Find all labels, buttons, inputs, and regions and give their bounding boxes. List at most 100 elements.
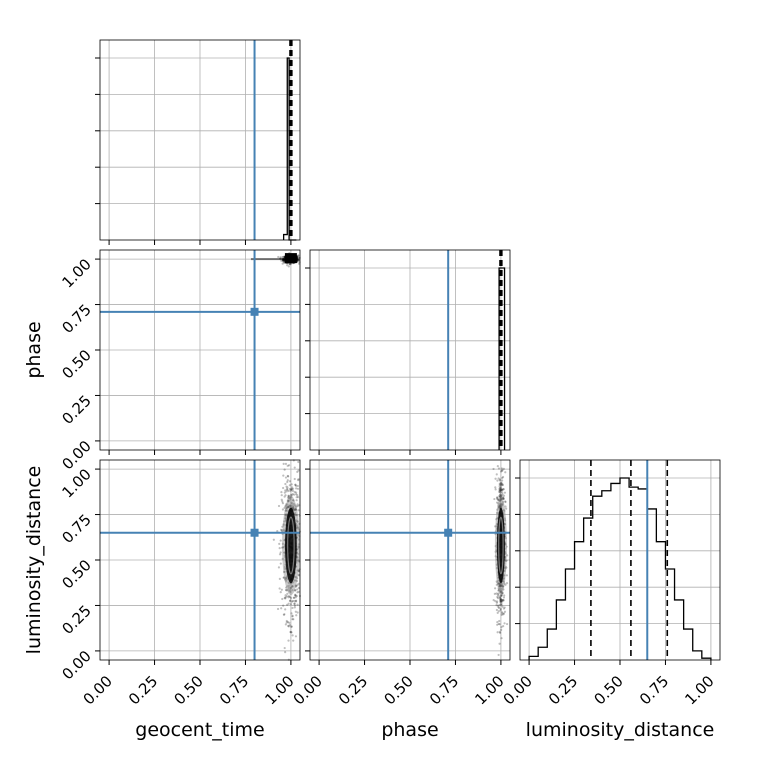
sample-point — [497, 498, 500, 502]
sample-point — [496, 465, 499, 468]
sample-point — [290, 612, 293, 615]
sample-point — [284, 594, 287, 597]
sample-point — [286, 474, 289, 478]
sample-point — [495, 592, 498, 595]
sample-point — [295, 487, 298, 490]
sample-point — [498, 583, 502, 586]
sample-point — [294, 584, 297, 587]
sample-point — [500, 505, 503, 508]
sample-point — [296, 555, 299, 559]
sample-point — [499, 584, 502, 587]
sample-point — [505, 507, 508, 510]
sample-point — [496, 631, 499, 634]
sample-point — [289, 493, 292, 497]
sample-point — [291, 584, 294, 588]
sample-point — [277, 255, 280, 259]
sample-point — [295, 584, 298, 587]
sample-point — [297, 254, 300, 258]
sample-point — [289, 489, 292, 492]
sample-point — [496, 604, 500, 607]
sample-point — [498, 487, 501, 490]
sample-point — [279, 551, 282, 554]
sample-point — [495, 511, 499, 515]
sample-point — [500, 584, 503, 587]
sample-point — [496, 620, 499, 624]
sample-point — [498, 582, 501, 585]
sample-point — [504, 559, 507, 563]
sample-point — [500, 481, 503, 484]
sample-point — [297, 573, 300, 576]
sample-point — [290, 496, 293, 499]
sample-point — [294, 579, 297, 582]
sample-point — [500, 487, 503, 491]
sample-point — [504, 519, 507, 522]
sample-point — [294, 513, 297, 517]
sample-point — [495, 525, 498, 528]
sample-point — [284, 518, 288, 522]
sample-point — [500, 626, 503, 629]
sample-point — [276, 530, 279, 533]
sample-point — [500, 594, 503, 597]
sample-point — [493, 497, 496, 501]
sample-point — [293, 599, 296, 603]
sample-point — [291, 506, 295, 509]
sample-point — [495, 501, 499, 504]
sample-point — [288, 262, 291, 265]
sample-point — [504, 552, 507, 555]
sample-point — [498, 495, 501, 498]
sample-point — [288, 582, 291, 585]
sample-point — [286, 505, 290, 508]
sample-point — [292, 505, 295, 509]
sample-point — [498, 485, 501, 488]
sample-point — [497, 477, 500, 480]
sample-point — [285, 504, 288, 507]
sample-point — [503, 509, 506, 513]
sample-point — [499, 495, 502, 498]
sample-point — [296, 577, 299, 580]
sample-point — [279, 539, 282, 542]
sample-point — [498, 583, 501, 586]
sample-point — [278, 577, 281, 580]
sample-point — [296, 496, 300, 499]
sample-point — [278, 547, 281, 550]
sample-point — [495, 496, 499, 499]
sample-point — [499, 504, 502, 507]
sample-point — [284, 482, 287, 486]
sample-point — [294, 593, 297, 596]
sample-point — [501, 585, 504, 588]
sample-point — [293, 493, 296, 496]
sample-point — [497, 579, 500, 582]
sample-point — [497, 587, 500, 590]
sample-point — [285, 513, 288, 516]
sample-point — [287, 639, 290, 642]
sample-point — [293, 602, 296, 605]
sample-point — [294, 483, 297, 486]
sample-point — [500, 494, 503, 497]
sample-point — [283, 570, 286, 573]
sample-point — [297, 256, 300, 259]
sample-point — [501, 497, 504, 501]
sample-point — [504, 471, 507, 474]
sample-point — [292, 499, 295, 502]
sample-point — [499, 631, 502, 634]
sample-point — [281, 502, 285, 505]
sample-point — [501, 503, 504, 506]
sample-point — [292, 639, 295, 642]
sample-point — [297, 590, 300, 593]
sample-point — [496, 595, 499, 599]
sample-point — [501, 612, 504, 615]
sample-point — [283, 646, 286, 650]
sample-point — [290, 488, 293, 492]
sample-point — [496, 623, 499, 626]
sample-point — [504, 500, 507, 503]
sample-point — [286, 479, 289, 482]
sample-point — [504, 505, 507, 508]
sample-point — [288, 497, 291, 500]
sample-point — [286, 464, 289, 467]
sample-point — [495, 566, 498, 570]
sample-point — [500, 598, 503, 601]
sample-point — [283, 567, 287, 571]
sample-point — [497, 582, 500, 585]
sample-point — [500, 470, 503, 473]
sample-point — [288, 588, 291, 591]
